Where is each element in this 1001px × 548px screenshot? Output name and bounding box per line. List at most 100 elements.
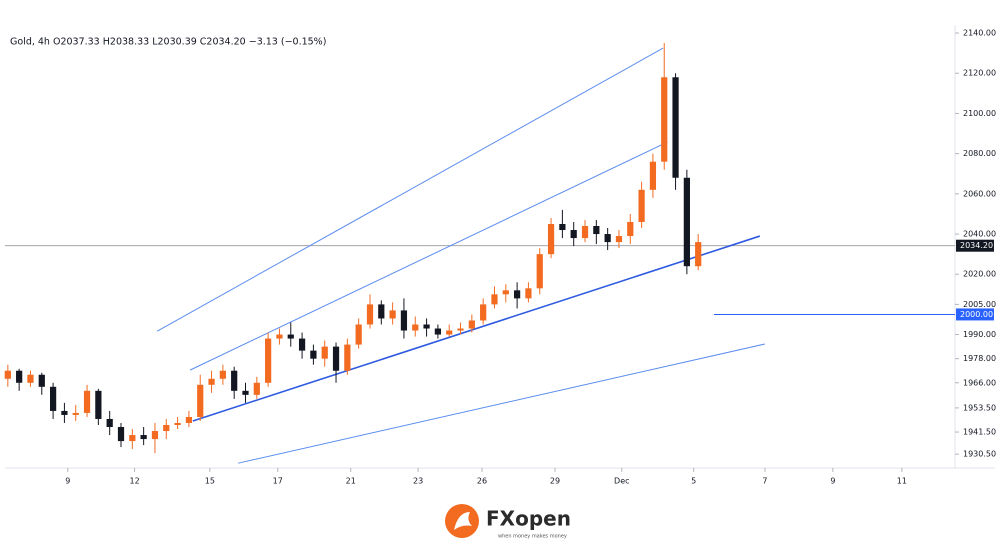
candle-body [242,390,249,395]
candle-body [570,230,577,239]
candle-body [83,390,91,413]
candle-body [468,320,475,329]
trend-line [189,141,668,371]
candle-body [536,254,543,289]
y-tick-label: 2120.00 [963,69,996,78]
candle-body [298,338,306,351]
candle-body [253,382,260,395]
y-tick-label: 2020.00 [963,270,996,279]
candle-body [412,324,419,331]
y-tick-label: 2080.00 [963,149,996,158]
y-tick-label: 1941.50 [963,428,996,437]
candle-body [547,223,555,255]
candle-body [378,304,385,319]
candle-body [185,416,193,423]
y-tick-label: 1966.00 [963,378,996,387]
x-tick-label: 17 [273,477,283,486]
candle-body [72,412,79,415]
logo-tagline: when money makes money [498,534,567,540]
candle-body [627,221,634,237]
y-tick-label: 2060.00 [963,189,996,198]
x-tick-label: 9 [830,477,835,486]
candle-body [219,370,226,379]
candle-body [366,304,374,325]
candle-body [434,328,442,335]
candle-body [4,370,11,379]
candle-body [480,304,487,321]
candle-body [95,390,102,419]
y-tick-label: 1930.50 [963,450,996,459]
candle-body [140,435,147,440]
candle-body [683,177,690,267]
trend-line [238,343,766,464]
candle-body [649,161,657,190]
candle-body [661,77,668,162]
candle-body [344,344,351,371]
candle-body [106,418,113,428]
x-tick-label: Dec [614,477,629,486]
candle-body [593,226,600,235]
candle-body [502,290,509,295]
x-tick-label: 23 [413,477,423,486]
candle-body [276,334,283,339]
y-tick-label: 2005.00 [963,300,996,309]
trend-line [192,235,761,422]
y-tick-label: 2040.00 [963,230,996,239]
x-tick-label: 15 [205,477,215,486]
candle-body [604,234,611,243]
candle-body [513,290,521,299]
plot-area [4,43,955,464]
candle-body [174,422,181,425]
chart-title: Gold, 4h O2037.33 H2038.33 L2030.39 C203… [10,37,326,48]
logo: FXopen when money makes money [445,504,571,540]
candle-body [197,384,204,417]
y-tick-label: 1978.00 [963,354,996,363]
y-tick-label: 1990.00 [963,330,996,339]
x-tick-label: 21 [346,477,356,486]
candle-body [208,378,215,385]
candle-body [16,370,23,383]
x-tick-label: 11 [897,477,907,486]
trend-line [156,47,664,332]
candle-body [525,288,532,299]
x-tick-label: 12 [129,477,139,486]
x-tick-label: 9 [65,477,70,486]
candle-body [151,431,159,440]
candle-body [581,226,589,239]
last-price-box [956,239,994,252]
level-price-label: 2000.00 [960,310,993,319]
level-price-box [956,308,994,321]
candle-body [287,334,294,339]
candle-body [672,77,679,178]
last-price-label: 2034.20 [960,241,993,250]
candle-body [695,242,702,267]
candle-body [310,350,317,359]
x-tick-label: 26 [477,477,487,486]
candle-body [38,374,45,387]
candle-body [423,324,430,329]
candle-body [638,189,645,222]
candle-body [27,374,34,383]
logo-text: FXopen [486,507,571,531]
y-tick-label: 2140.00 [963,29,996,38]
candle-body [389,310,396,319]
x-tick-label: 29 [550,477,560,486]
logo-glyph [454,512,472,530]
candle-body [321,346,328,359]
candle-body [615,236,623,243]
candle-body [446,330,453,335]
candle-body [163,424,170,432]
candle-body [457,328,464,331]
candle-body [355,324,362,345]
candle-body [400,310,408,331]
y-tick-label: 2100.00 [963,109,996,118]
candle-body [231,370,238,391]
candle-body [129,435,136,442]
candle-body [559,223,566,231]
candle-body [61,410,68,415]
candle-body [49,386,57,411]
y-tick-label: 1953.50 [963,403,996,412]
x-tick-label: 7 [762,477,767,486]
